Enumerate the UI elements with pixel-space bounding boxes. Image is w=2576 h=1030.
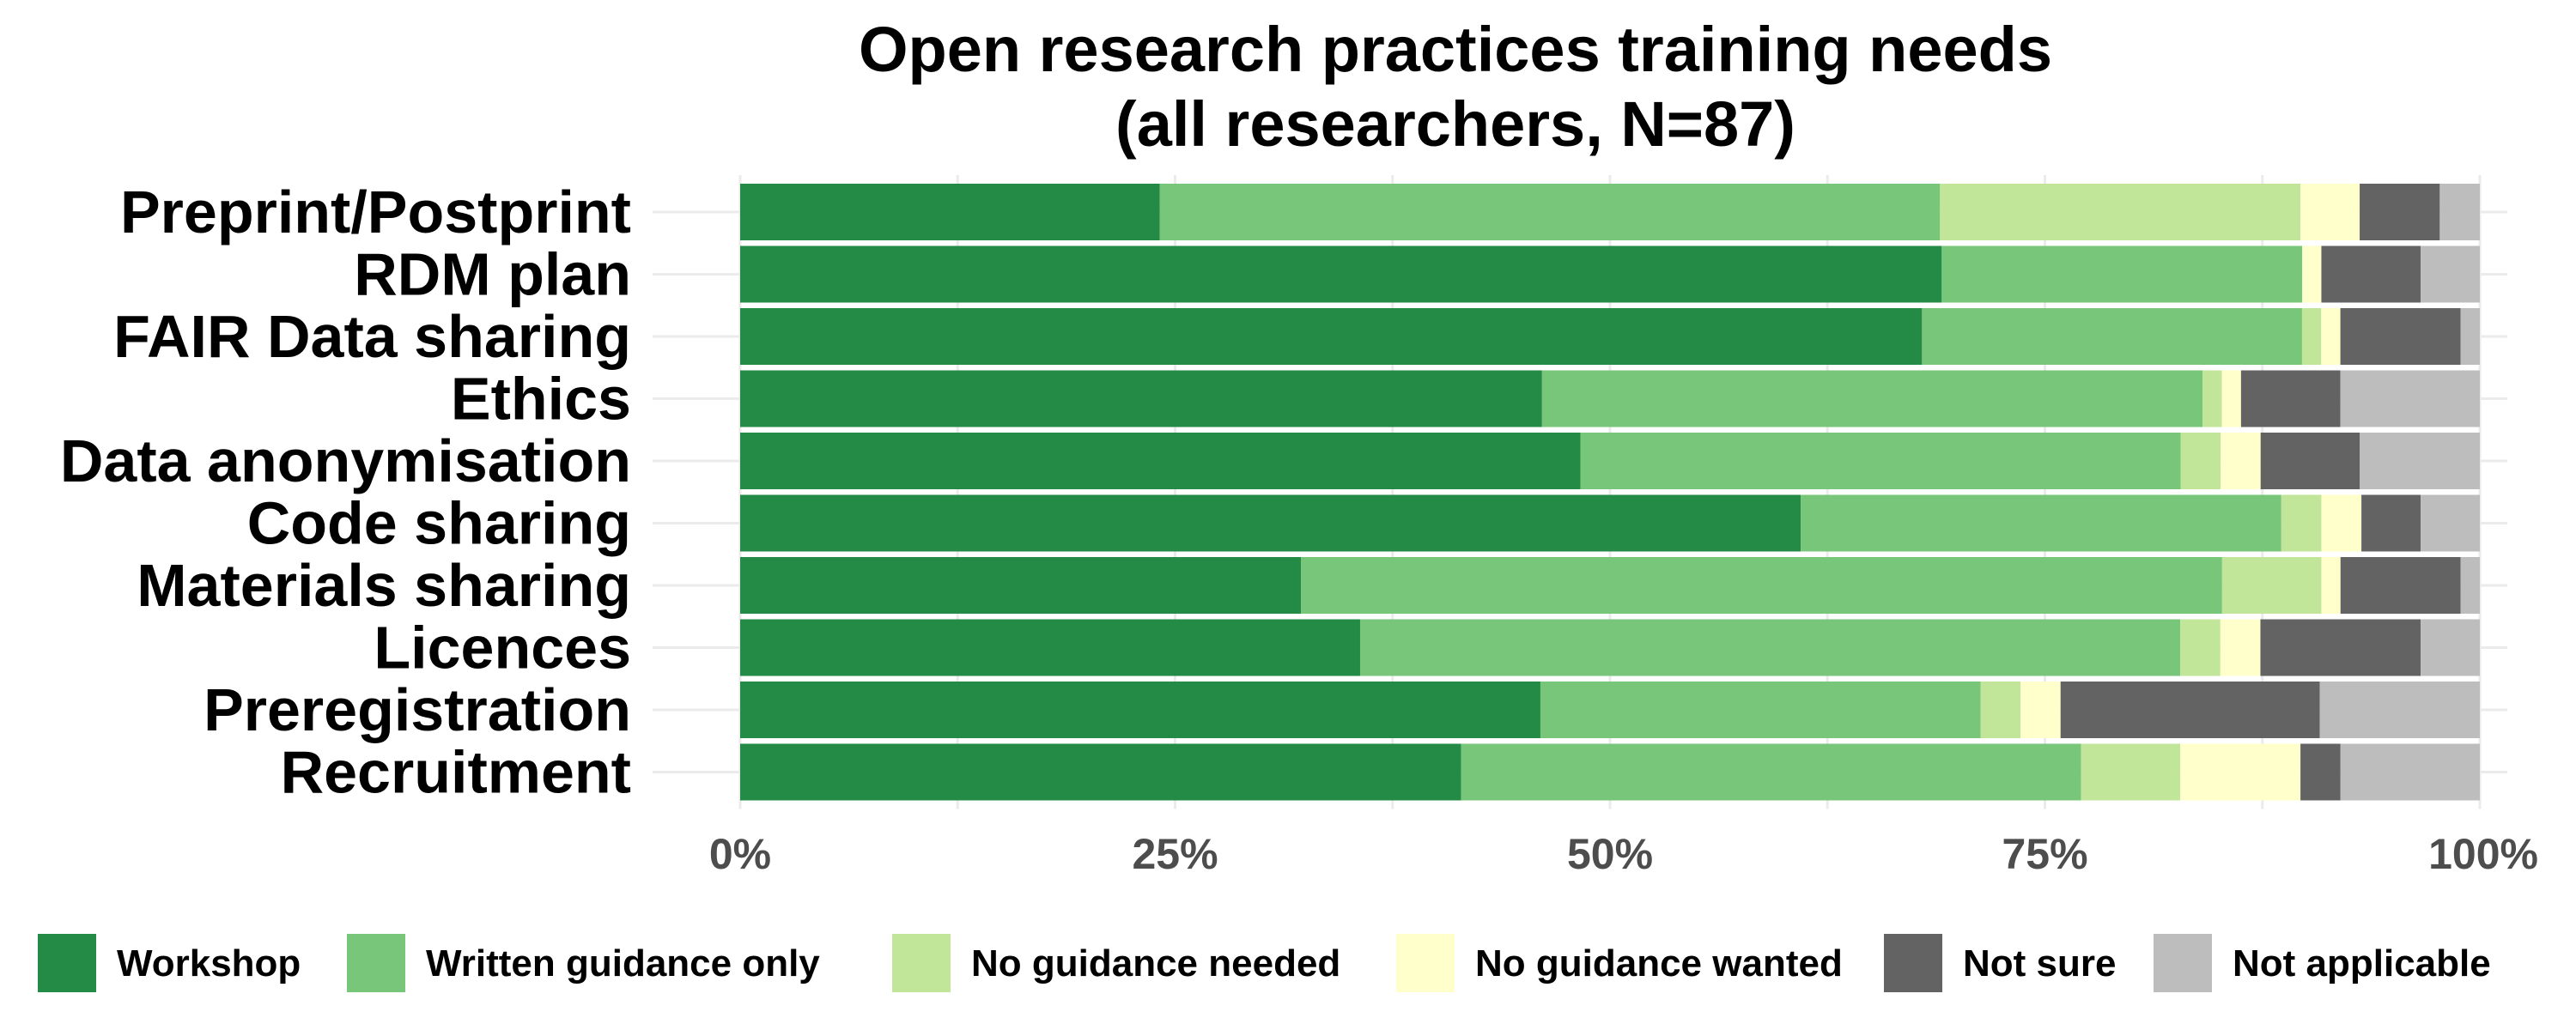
bar-segment [2260,433,2360,489]
bar-segment [2260,619,2421,676]
bar-segment [1461,743,2081,801]
bar-segment [2180,743,2301,801]
category-label: RDM plan [354,241,631,308]
bar-segment [2321,494,2362,552]
legend-swatch [1396,934,1455,992]
category-label: FAIR Data sharing [113,303,631,370]
bar-segment [740,494,1801,552]
bar-segment [2460,308,2480,365]
legend-label: Workshop [117,942,301,985]
legend-swatch [1884,934,1942,992]
bars [740,184,2480,801]
bar-segment [2202,370,2222,427]
bar-segment [2180,619,2221,676]
legend: Workshop Written guidance only No guidance… [38,934,2491,992]
bar-segment [2439,184,2480,240]
category-label: Materials sharing [137,552,631,619]
bar-segment [2240,370,2341,427]
legend-label: No guidance wanted [1475,942,1843,985]
bar-segment [740,743,1461,801]
x-tick-label: 50% [1567,830,1653,878]
chart-title-line-1: Open research practices training needs [859,14,2052,85]
bar-segment [2020,682,2061,738]
bar-segment [740,245,1942,303]
bar-segment [2221,557,2322,614]
bar-segment [740,308,1923,365]
chart-title-line-2: (all researchers, N=87) [1115,88,1795,160]
bar-segment [1580,433,2181,489]
bar-segment [2361,494,2421,552]
bar-segment [740,619,1360,676]
legend-swatch [892,934,951,992]
bar-segment [2221,370,2241,427]
x-tick-label: 25% [1132,830,1218,878]
bar-segment [2421,619,2480,676]
bar-segment [2180,433,2221,489]
x-tick-label: 100% [2428,830,2538,878]
bar-segment [740,433,1581,489]
bar-segment [1301,557,2222,614]
legend-label: Not applicable [2233,942,2491,985]
category-label: Preprint/Postprint [120,179,631,245]
bar-segment [1540,682,1981,738]
category-label: Recruitment [281,739,631,806]
bar-segment [2220,619,2261,676]
bar-segment [2360,433,2480,489]
bar-segment [1159,184,1941,240]
legend-swatch [38,934,96,992]
bar-segment [740,682,1540,738]
category-label: Ethics [451,366,631,433]
category-label: Preregistration [204,676,631,743]
bar-segment [2300,743,2341,801]
bar-segment [2421,494,2480,552]
bar-segment [2340,743,2480,801]
x-tick-label: 0% [709,830,771,878]
bar-segment [2302,245,2322,303]
bar-segment [2060,682,2320,738]
bar-segment [1941,245,2303,303]
bar-segment [2081,743,2181,801]
bar-segment [1801,494,2281,552]
bar-segment [2340,308,2461,365]
legend-swatch [2154,934,2212,992]
bar-segment [2340,370,2480,427]
category-label: Data anonymisation [60,427,631,494]
x-tick-labels: 0% 25% 50% 75% 100% [709,830,2538,878]
bar-segment [2460,557,2480,614]
bar-segment [1940,184,2301,240]
category-label: Licences [374,615,631,682]
bar-segment [2340,557,2461,614]
bar-segment [2300,184,2360,240]
category-label: Code sharing [247,490,631,557]
chart-title: Open research practices training needs (… [859,14,2052,160]
legend-label: Written guidance only [426,942,820,985]
legend-swatch [347,934,405,992]
bar-segment [2360,184,2440,240]
legend-label: No guidance needed [971,942,1340,985]
bar-segment [740,370,1542,427]
bar-segment [2321,245,2421,303]
bar-segment [2221,433,2261,489]
bar-segment [2321,308,2341,365]
bar-segment [1359,619,2181,676]
bar-segment [2421,245,2480,303]
bar-segment [740,557,1302,614]
bar-segment [1980,682,2021,738]
bar-segment [1541,370,2203,427]
legend-label: Not sure [1963,942,2116,985]
bar-segment [2319,682,2480,738]
bar-segment [740,184,1160,240]
bar-segment [2321,557,2341,614]
bar-segment [2281,494,2322,552]
x-tick-label: 75% [2002,830,2087,878]
bar-segment [1922,308,2302,365]
bar-segment [2301,308,2322,365]
